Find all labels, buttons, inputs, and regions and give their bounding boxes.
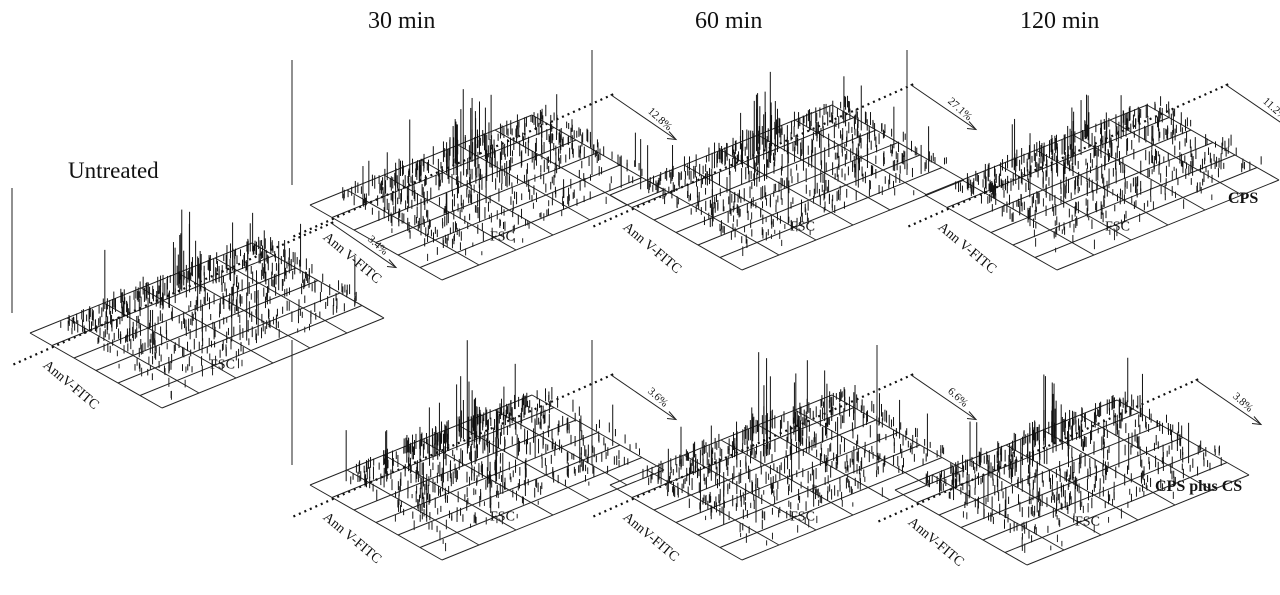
gated-percent-label: 11.2% <box>1260 95 1280 123</box>
column-title-60min: 60 min <box>695 8 763 34</box>
histogram-panel-cps-30min: 12.8% Ann V-FITC FSC <box>285 50 678 310</box>
percent-arrow <box>610 94 677 140</box>
histogram-panel-cps-plus-cs-60min: 6.6% AnnV-FITC FSC <box>585 330 978 590</box>
histogram-3d-cps-30min: 12.8%Ann V-FITC FSC <box>291 60 678 287</box>
percent-arrow <box>1195 379 1262 425</box>
column-title-30min: 30 min <box>368 8 436 34</box>
arrow-head <box>666 411 678 421</box>
histogram-panel-cps-plus-cs-120min: 3.8% AnnV-FITC FSC <box>870 335 1263 595</box>
histogram-panel-cps-120min: 11.2% Ann V-FITC FSC <box>900 40 1280 300</box>
arrow-head <box>966 411 978 421</box>
percent-arrow <box>910 374 977 420</box>
row-label-cps-plus-cs: CPS plus CS <box>1155 478 1243 495</box>
y-axis-label: Ann V-FITC <box>620 220 684 277</box>
histogram-3d-cps-120min: 11.2% Ann V-FITC FSC <box>906 50 1280 277</box>
histogram-3d-untreated: 3.4%AnnV-FITC FSC <box>11 188 398 413</box>
histogram-surface <box>345 340 641 533</box>
y-axis-label: Ann V-FITC <box>935 220 999 277</box>
x-axis-label: FSC <box>1075 515 1100 530</box>
gate-line <box>592 372 916 518</box>
x-axis-label: FSC <box>490 230 515 245</box>
histogram-surface <box>642 352 945 534</box>
y-axis-label: AnnV-FITC <box>905 515 967 570</box>
arrow-head <box>966 121 978 131</box>
row-label-cps: CPS <box>1228 190 1259 207</box>
percent-arrow <box>330 222 397 268</box>
percent-arrow <box>1225 84 1280 123</box>
y-axis-label: Ann V-FITC <box>320 230 384 287</box>
histogram-3d-cps-plus-cs-120min: 3.8% AnnV-FITC FSC <box>876 345 1263 570</box>
histogram-3d-cps-60min: 27.1%Ann V-FITC FSC <box>591 50 978 277</box>
histogram-panel-untreated: 3.4% AnnV-FITC FSC <box>5 178 398 438</box>
untreated-title: Untreated <box>68 158 159 183</box>
gate-line <box>907 82 1231 228</box>
histogram-panel-cps-60min: 27.1% Ann V-FITC FSC <box>585 40 978 300</box>
histogram-surface <box>342 89 643 255</box>
percent-arrow <box>610 374 677 420</box>
histogram-surface <box>925 357 1222 543</box>
histogram-surface <box>60 209 357 381</box>
histogram-3d-cps-plus-cs-60min: 6.6%AnnV-FITC FSC <box>591 340 978 565</box>
y-axis-label: Ann V-FITC <box>320 510 384 567</box>
y-axis-label: AnnV-FITC <box>40 358 102 413</box>
x-axis-label: FSC <box>790 510 815 525</box>
gate-line <box>292 372 616 518</box>
histogram-surface <box>955 94 1262 244</box>
histogram-panel-cps-plus-cs-30min: 3.6% Ann V-FITC FSC <box>285 330 678 590</box>
histogram-3d-cps-plus-cs-30min: 3.6%Ann V-FITC FSC <box>291 340 678 567</box>
percent-arrow <box>910 84 977 130</box>
arrow-head <box>386 259 398 269</box>
column-title-120min: 120 min <box>1020 8 1100 34</box>
gate-line <box>12 220 336 366</box>
arrow-head <box>666 131 678 141</box>
arrow-head <box>1251 416 1263 426</box>
gated-percent-label: 3.8% <box>1230 390 1255 414</box>
y-axis-label: AnnV-FITC <box>620 510 682 565</box>
floor-grid <box>309 114 665 281</box>
x-axis-label: FSC <box>1105 220 1130 235</box>
